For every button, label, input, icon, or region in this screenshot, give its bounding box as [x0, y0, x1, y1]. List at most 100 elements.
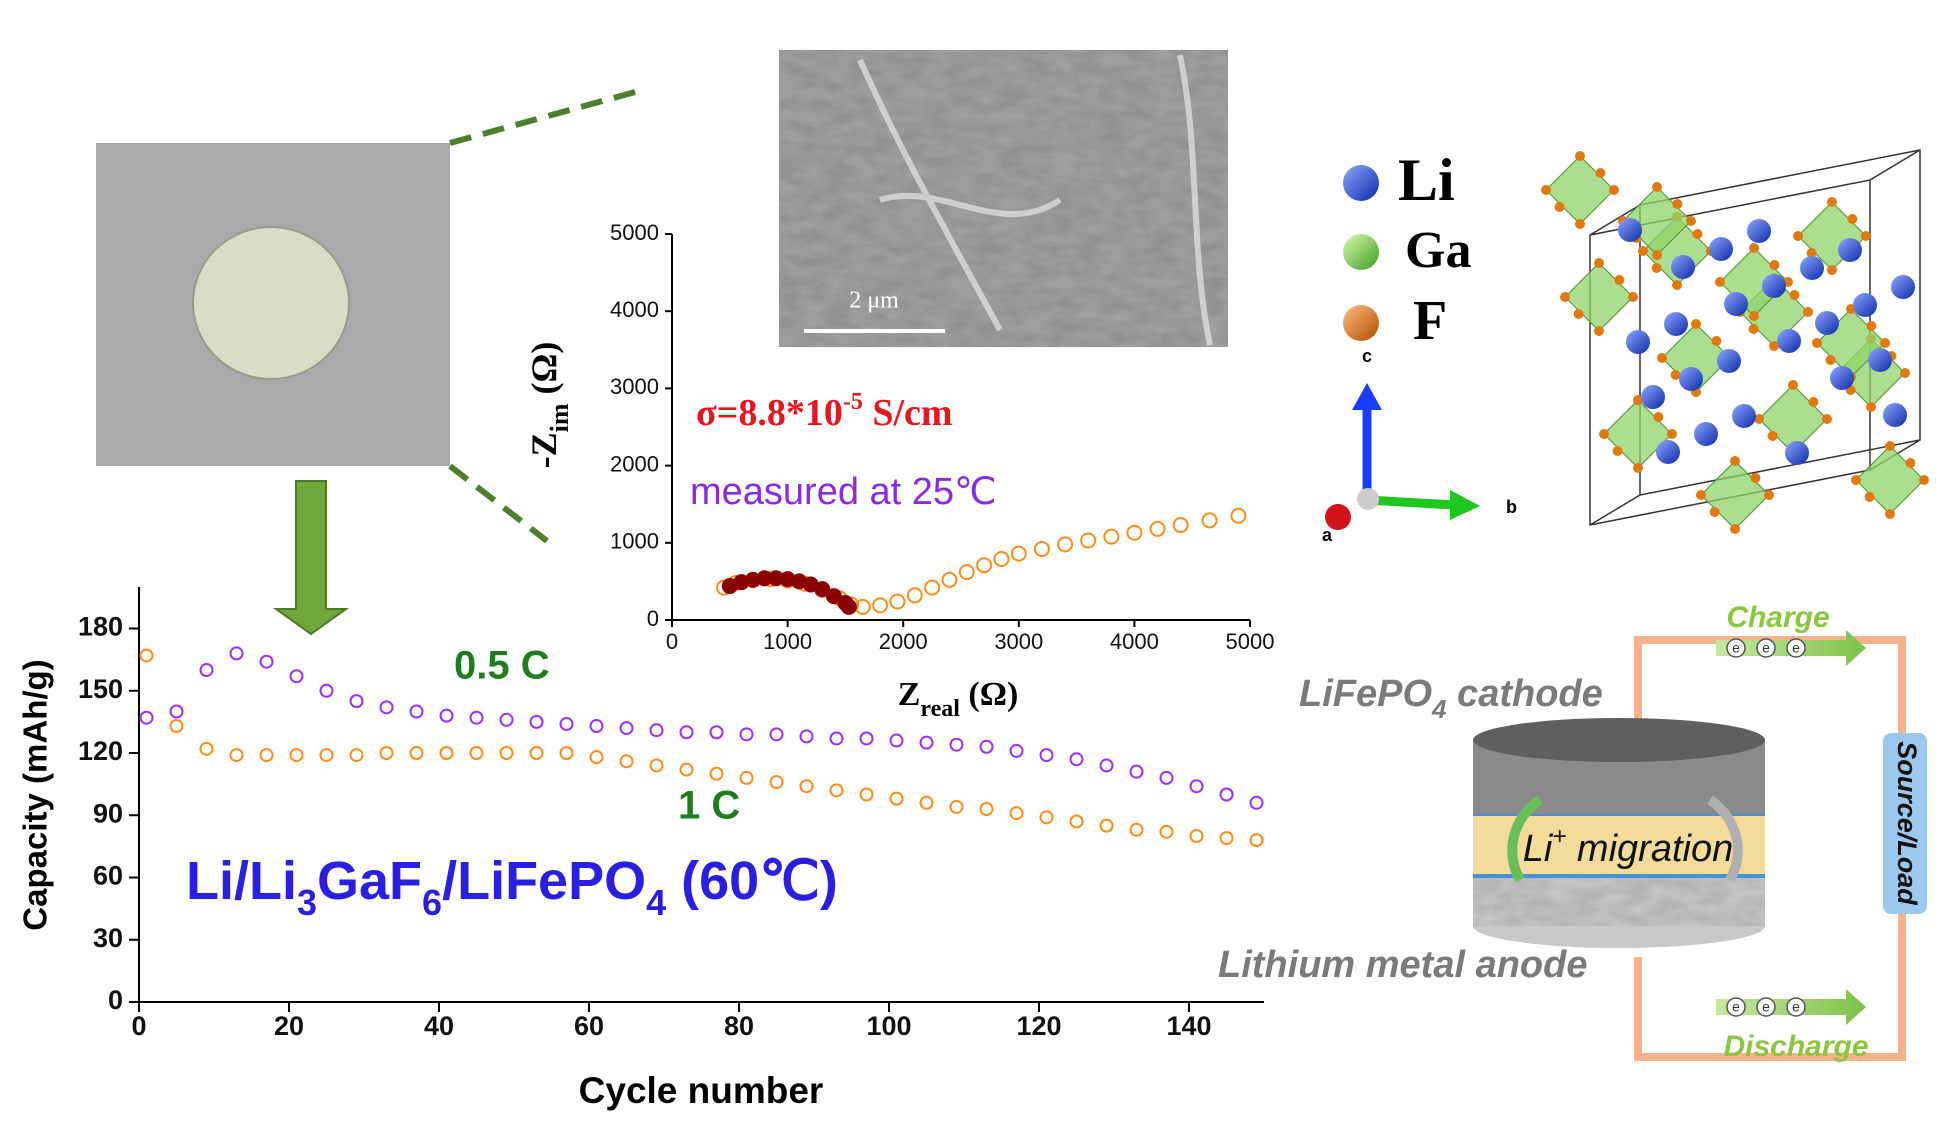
- data-point: [1230, 507, 1247, 524]
- electron: [1756, 638, 1776, 658]
- li-atom: [1785, 441, 1809, 465]
- data-point: [840, 598, 857, 615]
- f-atom: [1754, 414, 1764, 424]
- f-atom: [1609, 185, 1619, 195]
- li-atom: [1641, 385, 1665, 409]
- series-label: 1 C: [678, 784, 740, 828]
- li-atom: [1709, 237, 1733, 261]
- f-atom: [1851, 475, 1861, 485]
- li-atom: [1891, 275, 1915, 299]
- data-point: [1172, 517, 1189, 534]
- x-tick-label: 1000: [763, 629, 812, 654]
- f-atom: [1749, 243, 1759, 253]
- data-point: [709, 725, 724, 740]
- data-point: [1189, 779, 1204, 794]
- f-atom: [1651, 263, 1662, 273]
- li-atom: [1679, 367, 1703, 391]
- data-point: [1057, 536, 1074, 553]
- electron-label: e: [1762, 640, 1770, 656]
- data-point: [924, 579, 941, 596]
- data-point: [1033, 540, 1050, 557]
- data-point: [289, 748, 304, 763]
- load-label: Source/Load: [1892, 741, 1922, 905]
- li-atom: [1777, 329, 1801, 353]
- li-atom: [1656, 440, 1680, 464]
- li-atom: [1868, 348, 1892, 372]
- data-point: [679, 725, 694, 740]
- axis-label: b: [1506, 497, 1517, 517]
- f-atom: [1573, 309, 1584, 319]
- data-point: [529, 746, 544, 760]
- data-point: [409, 704, 424, 719]
- cell-label: Li/Li3GaF6/LiFePO4 (60℃): [186, 851, 838, 923]
- li-ball: [1343, 165, 1379, 201]
- x-tick-label: 40: [424, 1011, 454, 1041]
- li-atom: [1694, 422, 1718, 446]
- f-atom: [1919, 475, 1929, 485]
- cathode-label-part: cathode: [1447, 673, 1603, 715]
- data-point: [469, 746, 484, 760]
- migration-label-part: migration: [1566, 828, 1733, 870]
- f-atom: [1812, 338, 1822, 348]
- cell-label-part: 6: [422, 882, 442, 923]
- data-point: [1159, 824, 1174, 839]
- data-point: [289, 669, 304, 684]
- data-point: [979, 739, 994, 754]
- data-point: [1080, 532, 1097, 549]
- f-atom: [1612, 446, 1623, 456]
- li-atom: [1671, 255, 1695, 279]
- li-atom: [1747, 219, 1771, 243]
- x-axis-title-part: Z: [898, 676, 921, 713]
- data-point: [1129, 822, 1144, 837]
- data-point: [169, 704, 184, 719]
- li-atom: [1838, 238, 1862, 262]
- li-atom: [1815, 311, 1839, 335]
- data-point: [349, 694, 364, 709]
- electron-label: e: [1792, 999, 1800, 1015]
- y-axis-title-part: -Z: [524, 432, 564, 468]
- f-atom: [1711, 336, 1722, 346]
- y-axis-title: Capacity (mAh/g): [17, 659, 54, 930]
- data-point: [1099, 818, 1114, 833]
- y-tick-label: 180: [78, 612, 123, 642]
- y-tick-label: 60: [93, 861, 123, 891]
- y-tick-label: 90: [93, 798, 123, 828]
- data-point: [1201, 512, 1218, 529]
- data-point: [259, 748, 274, 763]
- data-point: [469, 710, 484, 725]
- x-tick-label: 0: [666, 629, 678, 654]
- f-atom: [1806, 248, 1817, 258]
- data-point: [799, 729, 814, 744]
- li-atom: [1717, 349, 1741, 373]
- data-point: [993, 551, 1010, 568]
- data-point: [889, 593, 906, 610]
- cell-label-part: /LiFePO: [442, 851, 646, 911]
- f-atom: [1885, 441, 1895, 451]
- f-atom: [1560, 292, 1570, 302]
- data-point: [619, 721, 634, 736]
- load-box: [1883, 733, 1927, 914]
- cell-label-part: GaF: [317, 851, 422, 911]
- data-point: [859, 731, 874, 746]
- data-point: [769, 727, 784, 742]
- f-atom: [1769, 341, 1779, 351]
- data-point: [976, 557, 993, 574]
- migration-label-part: Li: [1523, 828, 1554, 870]
- axis-label: c: [1362, 346, 1372, 366]
- cell-label-part: 3: [297, 882, 317, 923]
- axis-b: [1366, 495, 1456, 510]
- down-arrow: [272, 480, 350, 636]
- electron-label: e: [1762, 999, 1770, 1015]
- element-label: Li: [1398, 147, 1455, 213]
- f-atom: [1827, 197, 1837, 207]
- x-tick-label: 20: [274, 1011, 304, 1041]
- y-tick-label: 1000: [610, 529, 659, 554]
- data-point: [649, 723, 664, 738]
- data-point: [379, 700, 394, 715]
- li-atom: [1618, 218, 1642, 242]
- f-atom: [1594, 326, 1604, 336]
- y-tick-label: 120: [78, 736, 123, 766]
- f-atom: [1749, 311, 1759, 321]
- y-axis-title: -Zim (Ω): [524, 342, 574, 469]
